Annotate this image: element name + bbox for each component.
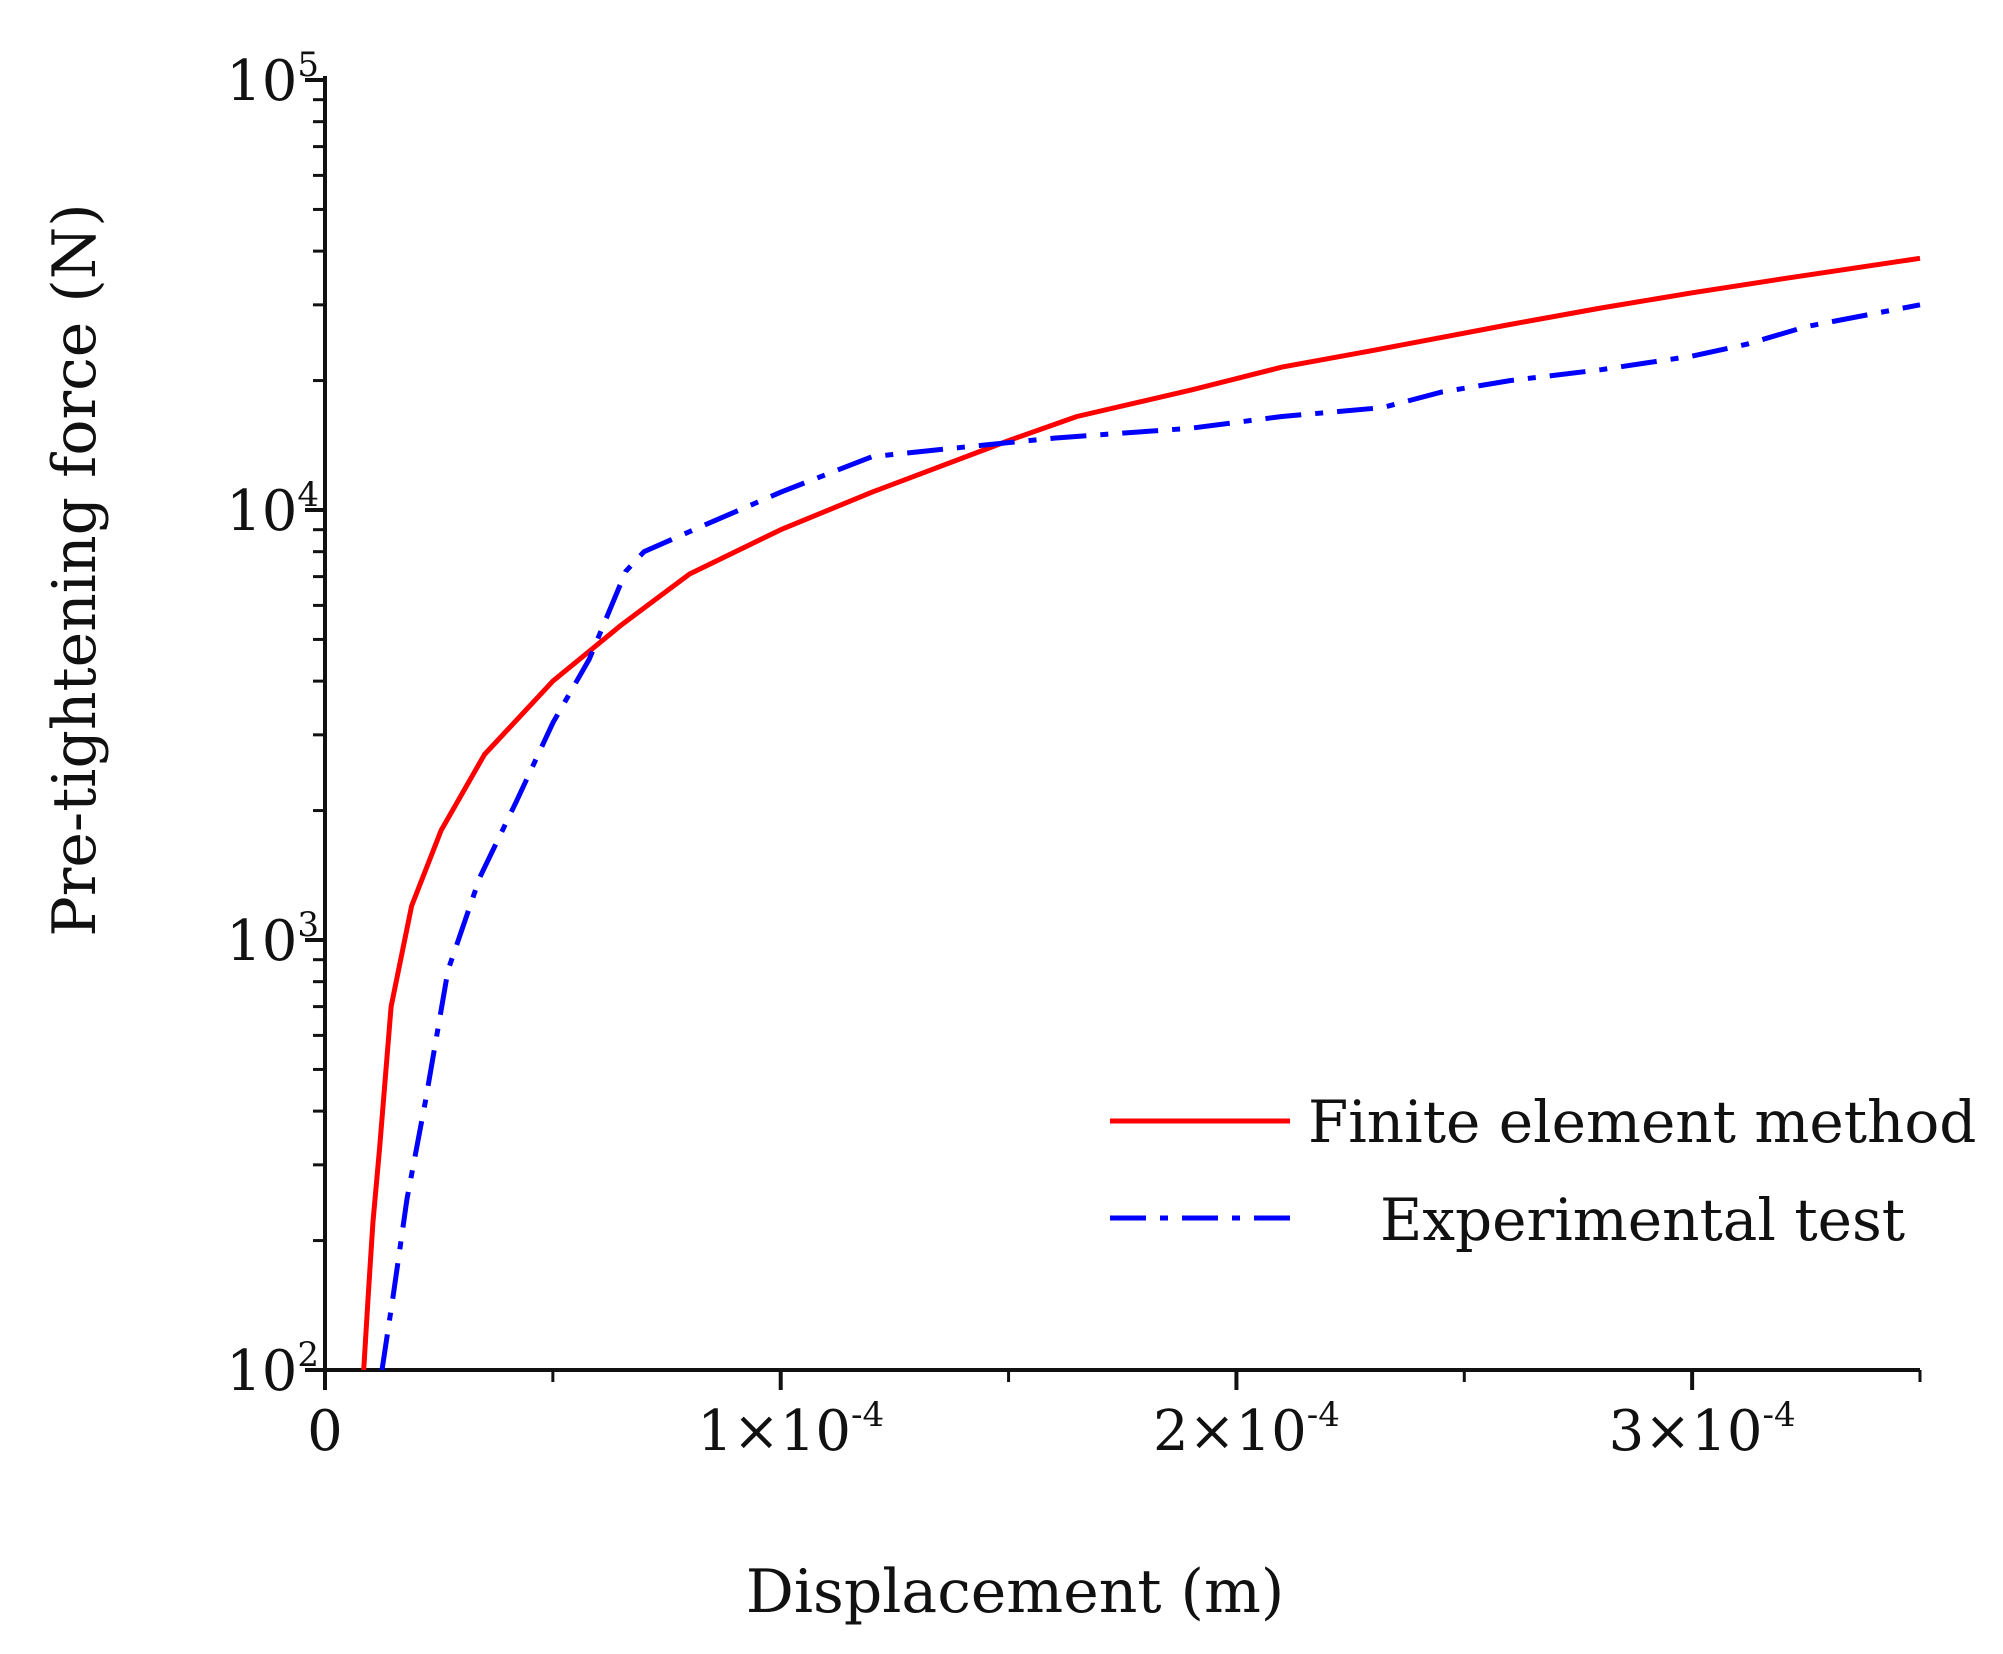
y-axis-title: Pre-tightening force (N) [40, 203, 110, 936]
legend: Finite element method Experimental test [1110, 1088, 1976, 1254]
y-tick-label: 105 [226, 45, 319, 114]
x-major-ticks [323, 1370, 1695, 1390]
x-tick-label: 1×10-4 [697, 1395, 884, 1464]
x-tick-labels: 0 1×10-4 2×10-4 3×10-4 [307, 1395, 1795, 1464]
y-minor-ticks [313, 98, 325, 1243]
y-tick-label: 102 [226, 1335, 319, 1404]
x-tick-label: 0 [307, 1399, 343, 1464]
y-tick-label: 103 [226, 905, 319, 974]
y-major-ticks [305, 78, 325, 1372]
axes [305, 76, 1922, 1390]
x-minor-ticks [551, 1370, 1922, 1382]
y-tick-labels: 102 103 104 105 [226, 45, 319, 1404]
x-tick-label: 2×10-4 [1153, 1395, 1340, 1464]
x-tick-label: 3×10-4 [1609, 1395, 1796, 1464]
x-axis-title: Displacement (m) [746, 1557, 1285, 1627]
series-line-finite-element-method [361, 255, 1921, 1371]
legend-label-experimental-test: Experimental test [1380, 1186, 1905, 1254]
y-tick-label: 104 [226, 475, 319, 544]
plot-series [361, 255, 1921, 1371]
legend-label-finite-element-method: Finite element method [1308, 1088, 1976, 1156]
